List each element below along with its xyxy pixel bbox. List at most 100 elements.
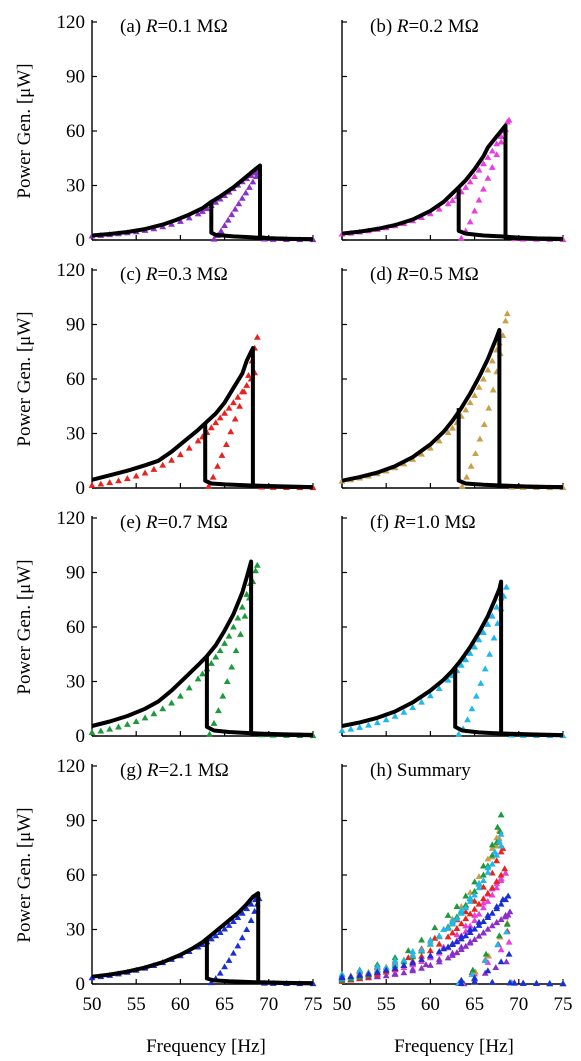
- y-tick-label: 0: [76, 726, 86, 747]
- data-point: [106, 725, 114, 732]
- summary-point: [373, 968, 381, 975]
- summary-point: [427, 936, 434, 943]
- summary-point: [481, 957, 489, 964]
- data-point: [241, 612, 249, 619]
- x-tick-label: 65: [465, 994, 484, 1015]
- summary-point: [480, 871, 487, 878]
- summary-point: [435, 933, 443, 939]
- panel-b: (b) R=0.2 MΩ: [338, 16, 567, 243]
- summary-point: [435, 955, 443, 962]
- summary-point: [466, 910, 474, 917]
- data-point: [243, 590, 251, 597]
- summary-point: [502, 869, 509, 876]
- data-point: [427, 444, 434, 451]
- data-point: [230, 623, 237, 630]
- data-point: [475, 636, 483, 643]
- y-tick-label: 120: [57, 260, 86, 281]
- data-point: [455, 730, 463, 737]
- data-point: [464, 716, 471, 723]
- simulation-curve-up-sweep: [91, 163, 314, 242]
- data-point: [177, 217, 184, 224]
- data-point: [237, 630, 244, 637]
- summary-point: [466, 922, 474, 929]
- panel-label: (d) R=0.5 MΩ: [370, 264, 479, 285]
- simulation-curve-up-sweep: [91, 891, 314, 986]
- summary-point: [427, 947, 434, 954]
- summary-point: [347, 973, 355, 980]
- data-point: [141, 714, 149, 721]
- data-point: [231, 205, 239, 212]
- data-point: [221, 925, 228, 932]
- data-point: [457, 661, 465, 668]
- data-point: [462, 183, 470, 190]
- data-point: [484, 153, 492, 160]
- x-tick-label: 55: [377, 994, 396, 1015]
- summary-point: [453, 938, 461, 945]
- summary-point: [453, 903, 461, 910]
- data-point: [484, 366, 492, 373]
- data-point: [216, 414, 224, 421]
- summary-point: [506, 908, 514, 915]
- data-point: [466, 399, 474, 406]
- summary-point: [495, 932, 503, 939]
- experimental-points: [88, 333, 317, 491]
- simulation-curve-down-sweep: [209, 201, 314, 242]
- data-point: [435, 205, 443, 212]
- data-point: [480, 375, 487, 382]
- data-point: [185, 684, 193, 691]
- summary-point: [444, 911, 452, 918]
- data-point: [480, 421, 488, 427]
- summary-point: [435, 948, 443, 955]
- data-point: [115, 477, 122, 484]
- data-point: [115, 723, 122, 730]
- simulation-curve-down-sweep: [203, 422, 314, 490]
- data-point: [400, 708, 408, 715]
- summary-point: [382, 972, 390, 979]
- data-point: [207, 659, 215, 666]
- summary-point: [488, 922, 496, 929]
- data-point: [463, 473, 471, 480]
- y-tick-label: 0: [76, 478, 86, 499]
- simulation-curve-up-sweep: [91, 559, 314, 738]
- summary-point: [418, 955, 425, 962]
- panel-g: 0 30 60 90 120 50 55 60 65 70 75 Power Gen. [μW] (g)…: [14, 756, 323, 1015]
- summary-point: [488, 978, 496, 985]
- data-point: [480, 185, 487, 192]
- data-point: [177, 692, 184, 699]
- data-point: [243, 926, 251, 933]
- data-point: [249, 178, 257, 185]
- summary-point: [418, 952, 425, 959]
- summary-point: [480, 895, 487, 902]
- x-tick-label: 70: [259, 994, 278, 1015]
- data-point: [476, 435, 484, 442]
- summary-point: [519, 979, 527, 986]
- summary-point: [462, 942, 470, 949]
- summary-point: [427, 952, 434, 959]
- data-point: [215, 707, 222, 714]
- summary-point: [475, 932, 483, 939]
- data-point: [210, 235, 218, 242]
- panel-d: (d) R=0.5 MΩ: [338, 264, 567, 491]
- summary-point: [471, 925, 478, 932]
- data-point: [212, 198, 220, 205]
- experimental-points: [338, 310, 567, 491]
- summary-point: [484, 855, 492, 862]
- summary-point: [471, 936, 478, 943]
- summary-point: [546, 980, 554, 987]
- data-point: [493, 151, 501, 158]
- data-point: [449, 196, 456, 203]
- data-point: [472, 692, 480, 699]
- data-point: [462, 656, 470, 663]
- summary-point: [484, 897, 492, 904]
- data-point: [486, 650, 494, 657]
- summary-point: [453, 915, 461, 922]
- summary-point: [449, 940, 456, 947]
- summary-point: [400, 962, 408, 969]
- summary-point: [338, 973, 346, 980]
- data-point: [123, 475, 131, 482]
- data-point: [231, 415, 239, 422]
- data-point: [236, 402, 244, 409]
- data-point: [221, 409, 228, 416]
- summary-point: [482, 950, 490, 957]
